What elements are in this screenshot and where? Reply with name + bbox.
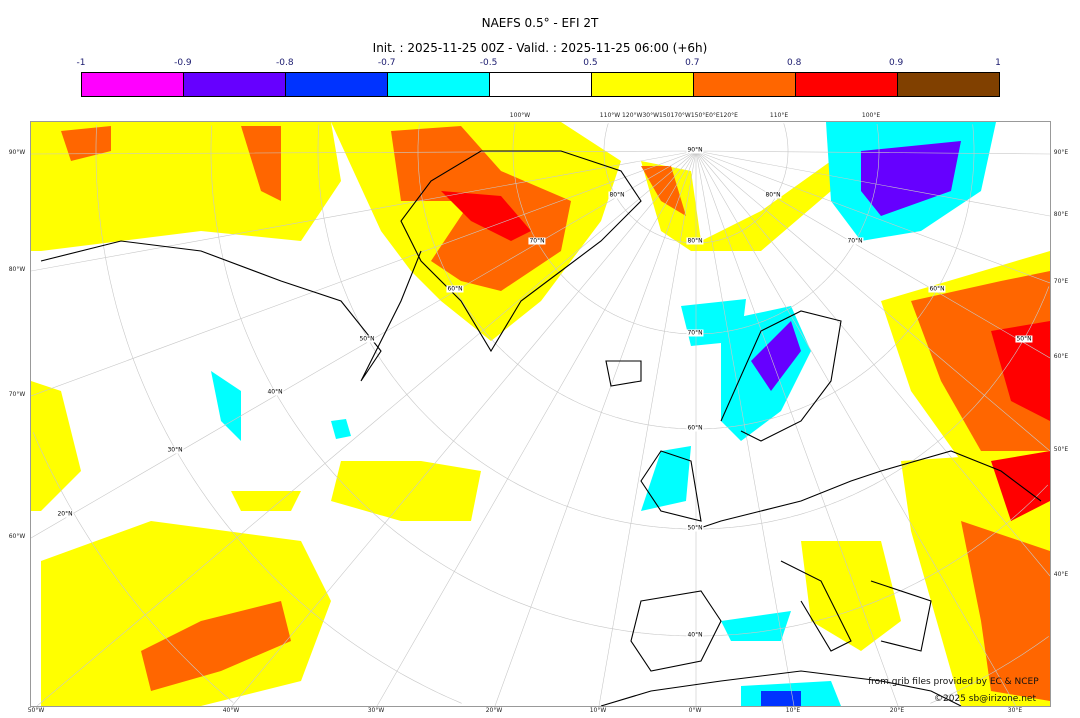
map-coordinate-label: 50°N bbox=[686, 524, 704, 532]
map-coordinate-label: 30°E bbox=[1007, 707, 1023, 714]
colorbar-tick-label: -1 bbox=[76, 58, 86, 68]
colorbar-tick-label: 0.8 bbox=[787, 58, 802, 68]
map-subtitle: Init. : 2025-11-25 00Z - Valid. : 2025-1… bbox=[372, 41, 708, 55]
source-credit: from grib files provided by EC & NCEP bbox=[868, 677, 1039, 687]
map-coordinate-label: 50°E bbox=[1053, 446, 1069, 453]
efi-map[interactable] bbox=[30, 121, 1051, 707]
map-coordinate-label: 80°E bbox=[1053, 211, 1069, 218]
map-coordinate-label: 40°N bbox=[686, 631, 704, 639]
map-coordinate-label: 90°W bbox=[8, 149, 26, 156]
map-coordinate-label: 20°E bbox=[889, 707, 905, 714]
map-coordinate-label: 120°W30°W150170°W150°E0°E120°E bbox=[622, 112, 738, 119]
map-coordinate-label: 70°W bbox=[8, 391, 26, 398]
map-coordinate-label: 110°E bbox=[769, 112, 789, 119]
map-coordinate-label: 70°N bbox=[528, 237, 546, 245]
map-coordinate-label: 60°N bbox=[446, 285, 464, 293]
map-coordinate-label: 10°W bbox=[589, 707, 607, 714]
latitude-circle bbox=[210, 125, 1049, 637]
colorbar-tick-label: -0.8 bbox=[275, 58, 294, 68]
colorbar-swatch bbox=[898, 73, 999, 96]
map-coordinate-label: 30°N bbox=[166, 446, 184, 454]
map-coordinate-label: 50°W bbox=[27, 707, 45, 714]
map-coordinate-label: 80°W bbox=[8, 266, 26, 273]
map-coordinate-label: 70°N bbox=[846, 237, 864, 245]
map-coordinate-label: 40°N bbox=[266, 388, 284, 396]
colorbar-tick-label: -0.5 bbox=[479, 58, 498, 68]
latitude-circle bbox=[512, 123, 880, 335]
map-coordinate-label: 40°E bbox=[1053, 571, 1069, 578]
map-coordinate-label: 10°E bbox=[785, 707, 801, 714]
colorbar-swatch bbox=[286, 73, 388, 96]
coastlines bbox=[40, 150, 1042, 706]
map-coordinate-label: 90°N bbox=[686, 146, 704, 154]
map-coordinate-label: 100°E bbox=[861, 112, 881, 119]
map-coordinate-label: 70°N bbox=[686, 329, 704, 337]
map-coordinate-label: 20°N bbox=[56, 510, 74, 518]
map-coordinate-label: 50°N bbox=[1015, 335, 1033, 343]
map-coordinate-label: 80°N bbox=[686, 237, 704, 245]
colorbar-swatch bbox=[82, 73, 184, 96]
map-coordinate-label: 60°W bbox=[8, 533, 26, 540]
map-coordinate-label: 30°W bbox=[367, 707, 385, 714]
efi-fields bbox=[31, 122, 1050, 706]
copyright: ©2025 sb@irizone.net bbox=[934, 694, 1036, 704]
colorbar-swatch bbox=[796, 73, 898, 96]
latitude-circle bbox=[603, 123, 789, 244]
latitude-circle bbox=[317, 124, 1050, 530]
colorbar-tick-label: 0.5 bbox=[583, 58, 598, 68]
map-coordinate-label: 70°E bbox=[1053, 278, 1069, 285]
map-coordinate-label: 60°N bbox=[928, 285, 946, 293]
map-coordinate-label: 50°N bbox=[358, 335, 376, 343]
map-coordinate-label: 110°W bbox=[599, 112, 621, 119]
map-coordinate-label: 20°W bbox=[485, 707, 503, 714]
map-coordinate-label: 40°W bbox=[222, 707, 240, 714]
colorbar-swatch bbox=[184, 73, 286, 96]
colorbar-tick-label: 0.7 bbox=[685, 58, 700, 68]
colorbar-tick-label: 0.9 bbox=[888, 58, 904, 68]
colorbar-swatch bbox=[592, 73, 694, 96]
map-coordinate-label: 100°W bbox=[509, 112, 531, 119]
colorbar-swatch bbox=[490, 73, 592, 96]
map-coordinate-label: 60°N bbox=[686, 424, 704, 432]
colorbar-tick-label: -0.7 bbox=[377, 58, 396, 68]
map-coordinate-label: 0°W bbox=[688, 707, 702, 714]
map-title: NAEFS 0.5° - EFI 2T bbox=[481, 16, 599, 30]
colorbar-swatch bbox=[694, 73, 796, 96]
latitude-circle bbox=[417, 124, 975, 430]
colorbar bbox=[81, 72, 1000, 97]
graticule bbox=[31, 123, 1050, 706]
map-canvas bbox=[31, 122, 1050, 706]
map-coordinate-label: 80°N bbox=[608, 191, 626, 199]
map-coordinate-label: 60°E bbox=[1053, 353, 1069, 360]
latitude-circle bbox=[32, 432, 234, 703]
map-coordinate-label: 80°N bbox=[764, 191, 782, 199]
colorbar-swatch bbox=[388, 73, 490, 96]
map-coordinate-label: 90°E bbox=[1053, 149, 1069, 156]
colorbar-tick-label: 1 bbox=[995, 58, 1001, 68]
colorbar-tick-label: -0.9 bbox=[174, 58, 192, 68]
